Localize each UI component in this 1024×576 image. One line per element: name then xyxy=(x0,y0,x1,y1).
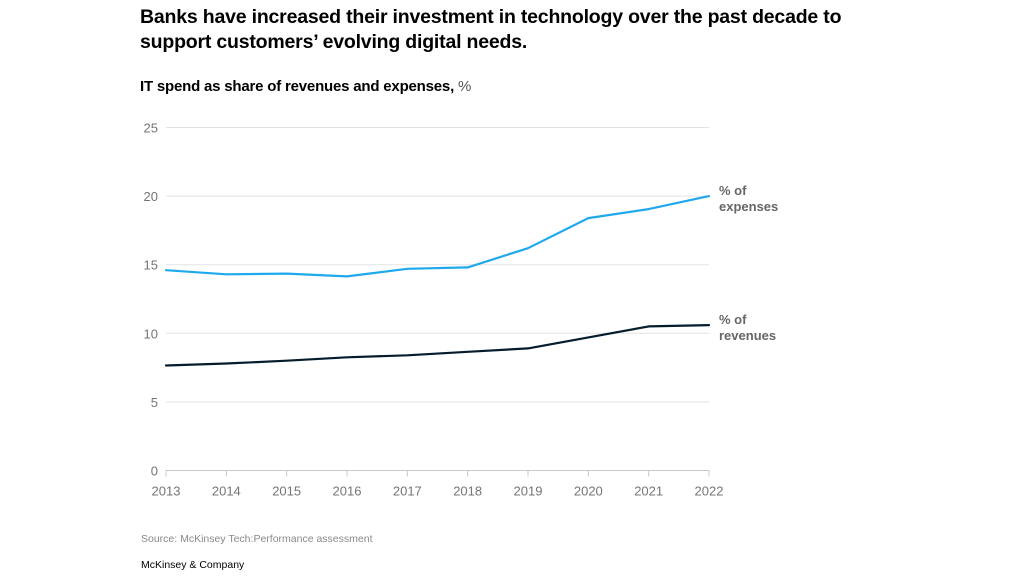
y-tick-label: 10 xyxy=(144,326,158,341)
x-axis: 2013 2014 2015 2016 2017 2018 2019 2020 2021 2022 xyxy=(152,470,724,499)
gridlines xyxy=(166,127,709,403)
y-tick-label: 25 xyxy=(144,121,158,136)
chart-subtitle: IT spend as share of revenues and expens… xyxy=(140,78,471,95)
x-tick-label: 2016 xyxy=(333,484,362,499)
series-lines xyxy=(164,195,711,367)
y-tick-label: 0 xyxy=(151,464,158,479)
chart-title: Banks have increased their investment in… xyxy=(140,6,842,53)
y-tick-label: 5 xyxy=(151,395,158,410)
x-tick-label: 2017 xyxy=(393,484,422,499)
series-labels: % of expenses % of revenues xyxy=(719,183,778,343)
source-note: Source: McKinsey Tech:Performance assess… xyxy=(141,533,373,545)
series-label-expenses: % of expenses xyxy=(719,183,778,214)
x-tick-label: 2022 xyxy=(695,484,724,499)
brand-logo-text: McKinsey & Company xyxy=(141,559,245,571)
x-tick-label: 2015 xyxy=(272,484,301,499)
x-tick-label: 2020 xyxy=(574,484,603,499)
y-tick-label: 20 xyxy=(144,189,158,204)
x-tick-label: 2019 xyxy=(514,484,543,499)
x-tick-label: 2014 xyxy=(212,484,241,499)
x-tick-label: 2013 xyxy=(152,484,181,499)
y-axis: 0 5 10 15 20 25 xyxy=(144,121,158,479)
x-tick-label: 2021 xyxy=(634,484,663,499)
subtitle-unit: % xyxy=(458,78,472,95)
subtitle-text: IT spend as share of revenues and expens… xyxy=(140,78,455,95)
x-tick-label: 2018 xyxy=(453,484,482,499)
series-line-revenues xyxy=(164,324,711,367)
series-label-revenues: % of revenues xyxy=(719,312,776,343)
series-line-expenses xyxy=(164,195,711,278)
y-tick-label: 15 xyxy=(144,258,158,273)
